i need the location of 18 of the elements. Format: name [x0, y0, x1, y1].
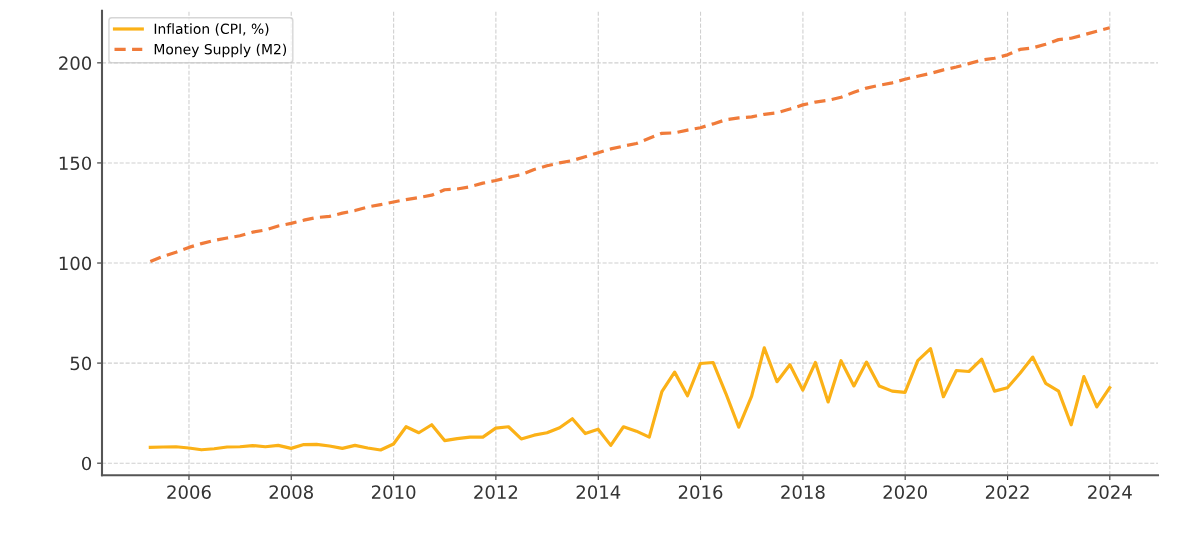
x-tick-label: 2022: [985, 485, 1029, 499]
y-tick-label: 0: [81, 456, 92, 471]
y-tick-label: 100: [59, 256, 92, 271]
x-tick-label: 2016: [678, 485, 723, 499]
y-tick-label: 200: [59, 56, 92, 70]
x-tick-label: 2012: [474, 485, 518, 499]
x-tick-label: 2020: [883, 485, 927, 499]
legend-label: Money Supply (M2): [154, 43, 287, 58]
line-series: [148, 346, 1112, 452]
y-tick-label: 50: [70, 356, 92, 371]
y-tick-label: 150: [59, 156, 92, 171]
x-tick-label: 2018: [781, 485, 825, 499]
x-tick-label: 2014: [576, 485, 621, 499]
x-tick-label: 2010: [371, 485, 416, 499]
x-tick-label: 2024: [1088, 485, 1132, 499]
legend-label: Inflation (CPI, %): [154, 23, 269, 36]
x-tick-label: 2006: [167, 485, 211, 499]
x-tick-label: 2008: [269, 485, 313, 499]
